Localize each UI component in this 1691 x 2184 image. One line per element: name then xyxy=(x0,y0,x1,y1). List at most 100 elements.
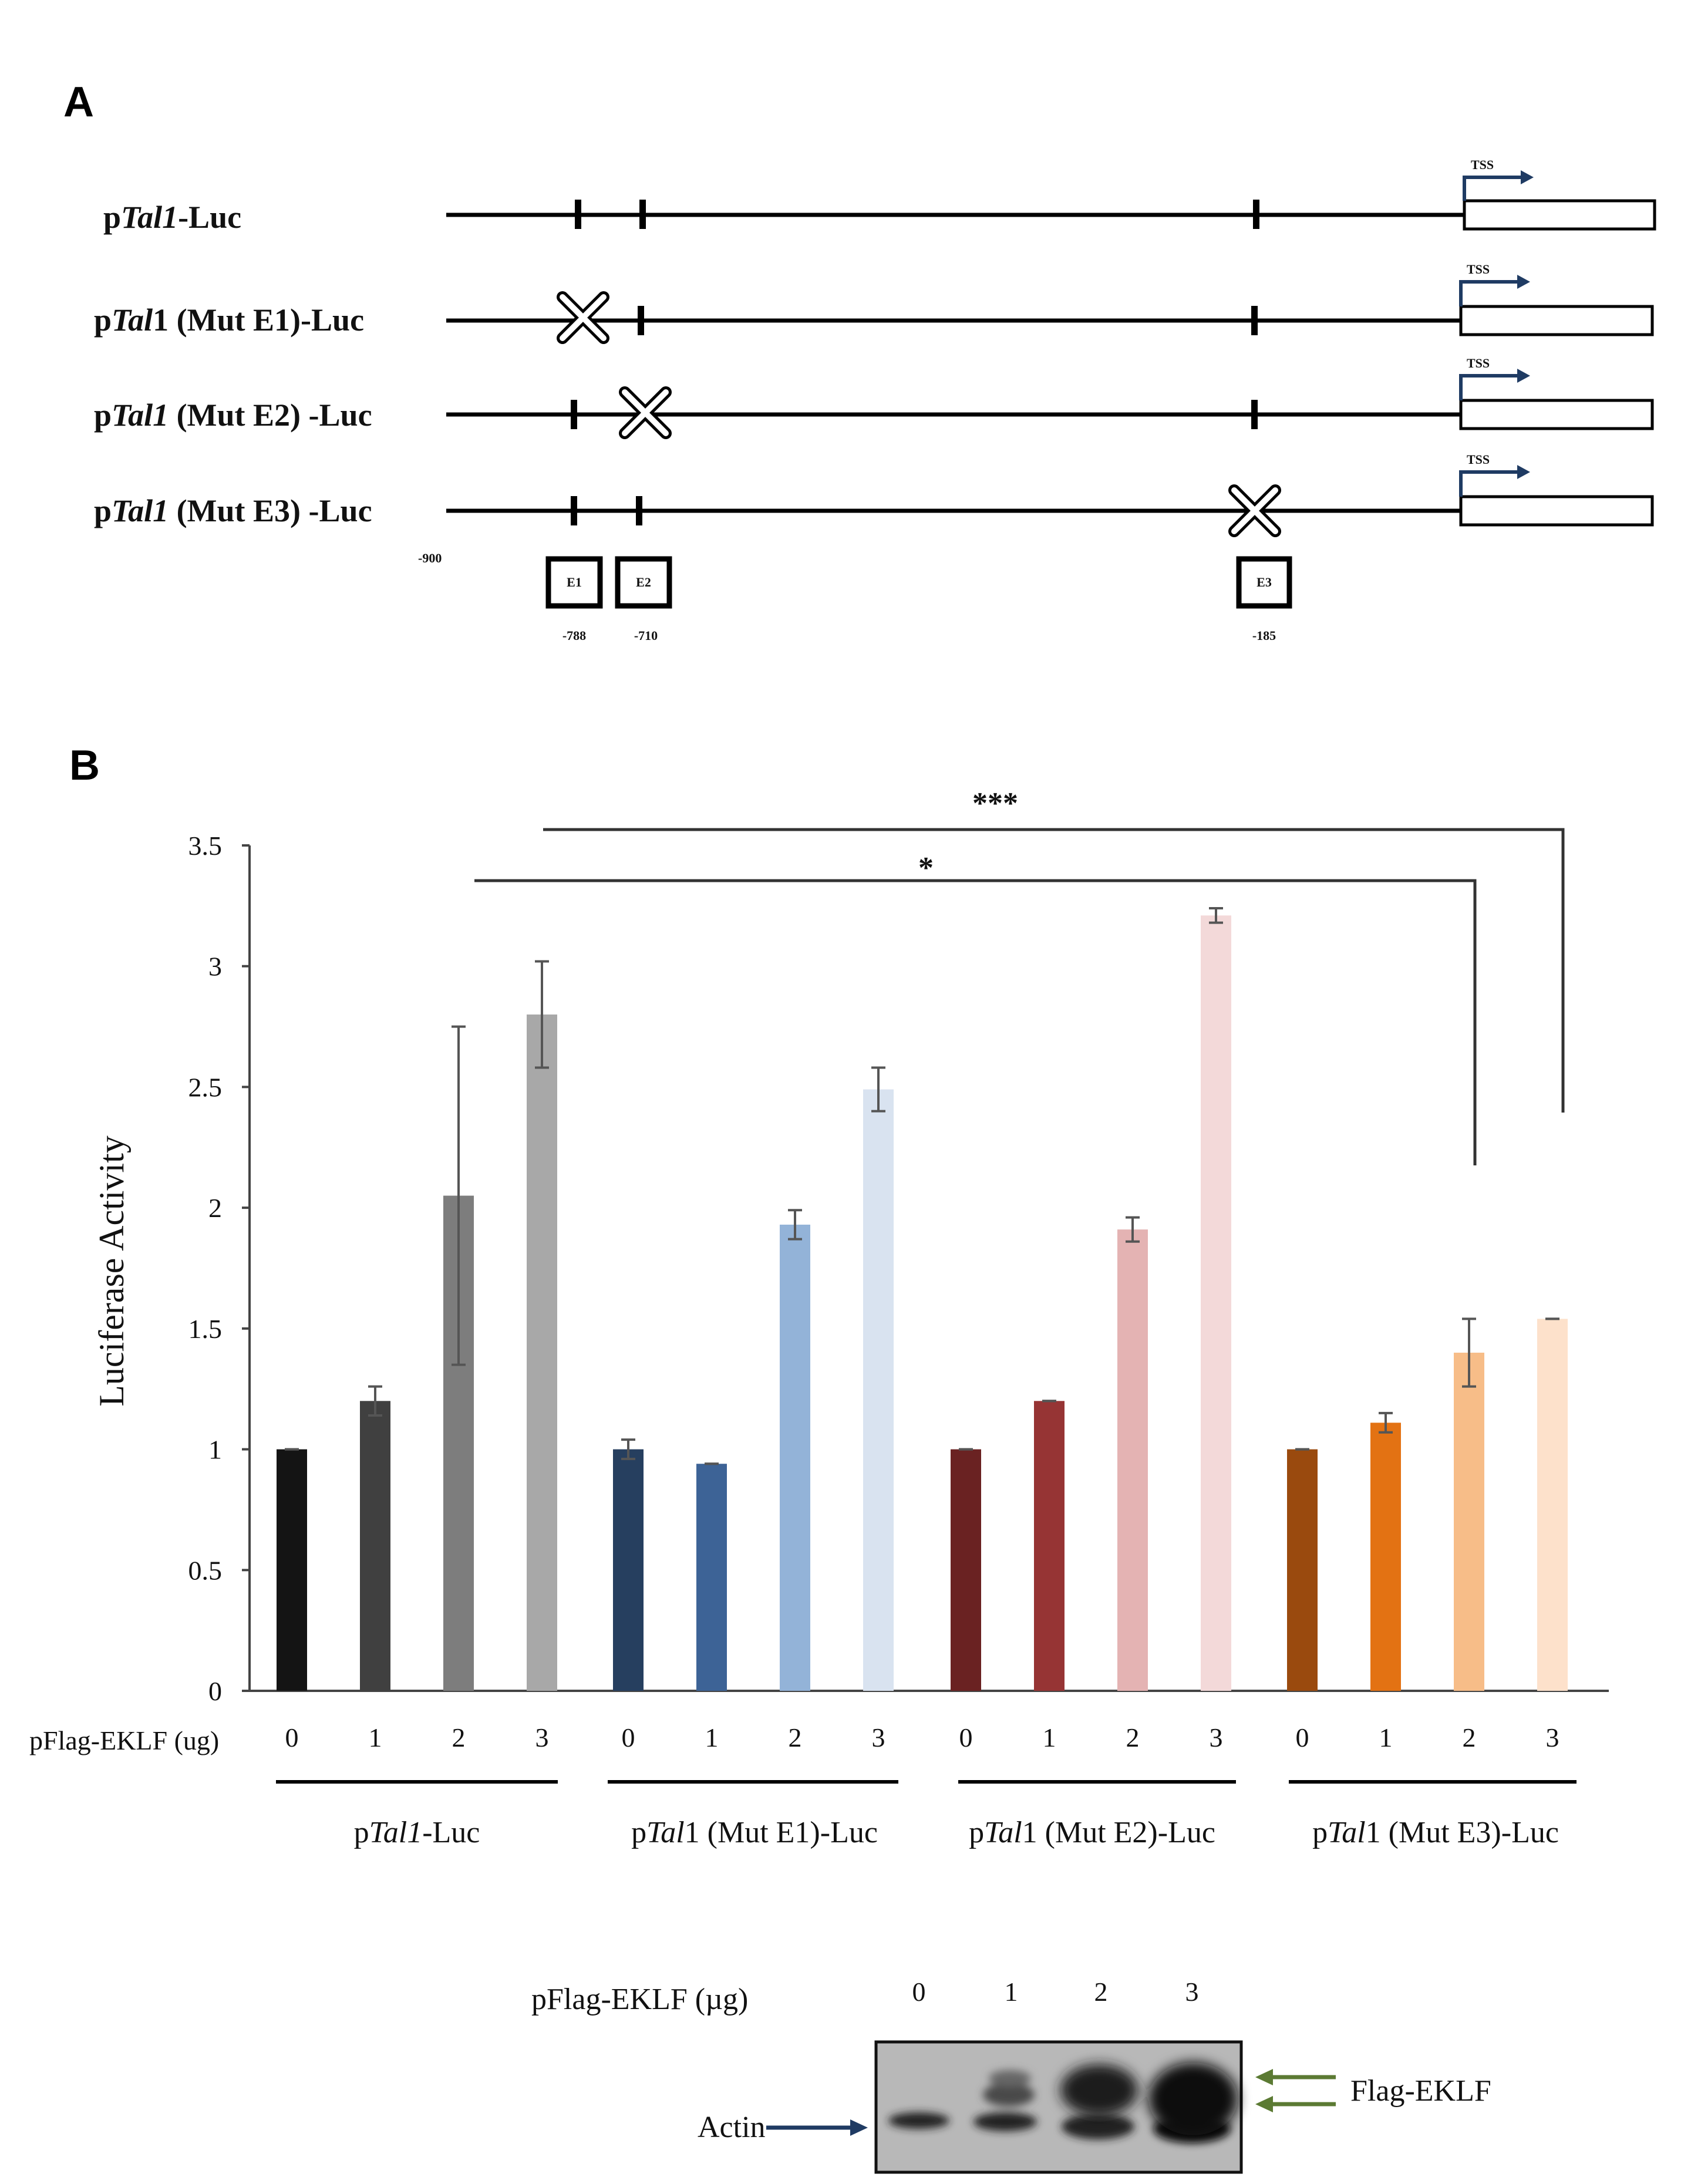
panel-a-letter: A xyxy=(63,79,94,126)
bar xyxy=(1034,1401,1065,1691)
dose-tick-label: 3 xyxy=(1210,1723,1223,1752)
group-label-mut-e1: pTal1 (Mut E1)-Luc xyxy=(631,1816,878,1849)
dose-tick-label: 3 xyxy=(535,1723,549,1752)
dose-tick-label: 1 xyxy=(369,1723,382,1752)
dose-tick-label: 3 xyxy=(1546,1723,1559,1752)
dose-tick-label: 0 xyxy=(285,1723,299,1752)
construct-row-2: pTal1 (Mut E1)-Luc TSS xyxy=(94,262,1654,344)
construct-label-mut-e3: pTal1 (Mut E3) -Luc xyxy=(94,493,372,528)
construct-label-mut-e2: pTal1 (Mut E2) -Luc xyxy=(94,397,372,433)
element-mark-e1 xyxy=(575,200,581,229)
y-tick-label: 3 xyxy=(208,952,222,982)
tss-arrow xyxy=(1463,176,1521,201)
blot-flag-eklf-label: Flag-EKLF xyxy=(1350,2074,1491,2108)
element-box-e2: E2 xyxy=(615,556,672,609)
blot-actin-label: Actin xyxy=(698,2111,766,2144)
tss-label: TSS xyxy=(1467,452,1490,467)
dose-tick-label: 2 xyxy=(1126,1723,1140,1752)
bar xyxy=(1370,1423,1401,1691)
element-mark-e1 xyxy=(571,496,577,525)
blot-lane-label-0: 0 xyxy=(912,1977,926,2007)
tss-label: TSS xyxy=(1467,356,1490,370)
bar xyxy=(696,1464,727,1691)
bar xyxy=(780,1224,810,1691)
dose-labels: 0 1 2 3 0 1 2 3 0 1 2 3 0 1 2 3 xyxy=(285,1723,1559,1752)
bar xyxy=(1117,1229,1148,1691)
tss-arrowhead xyxy=(1521,170,1534,184)
y-tick-label: 1.5 xyxy=(188,1314,223,1344)
flag-eklf-arrow-lower xyxy=(1255,2096,1336,2112)
mutation-cross-e1 xyxy=(557,291,609,344)
dose-tick-label: 2 xyxy=(789,1723,802,1752)
construct-row-3: pTal1 (Mut E2) -Luc TSS xyxy=(94,356,1654,439)
bar xyxy=(951,1449,981,1691)
group-label-mut-e3: pTal1 (Mut E3)-Luc xyxy=(1312,1816,1559,1849)
bar xyxy=(613,1449,644,1691)
bar xyxy=(277,1449,307,1691)
luciferase-box xyxy=(1459,399,1654,430)
element-box-e1-label: E1 xyxy=(567,575,582,589)
bar xyxy=(863,1089,894,1691)
mutation-cross-e2 xyxy=(619,386,672,439)
dose-tick-label: 1 xyxy=(1043,1723,1056,1752)
element-box-e3-label: E3 xyxy=(1257,575,1272,589)
luciferase-box xyxy=(1459,495,1654,527)
element-mark-e3 xyxy=(1253,200,1259,229)
tss-arrow xyxy=(1459,374,1517,400)
bar xyxy=(527,1015,557,1691)
bar xyxy=(1537,1319,1568,1691)
dose-tick-label: 0 xyxy=(959,1723,973,1752)
tss-label: TSS xyxy=(1471,157,1494,172)
element-box-e2-label: E2 xyxy=(636,575,651,589)
element-box-e3: E3 xyxy=(1236,556,1292,609)
start-position-label: -900 xyxy=(418,551,442,565)
tss-arrow xyxy=(1459,470,1517,497)
bar xyxy=(1287,1449,1318,1691)
dose-tick-label: 0 xyxy=(1296,1723,1309,1752)
y-axis-ticks: 0 0.5 1 1.5 2 2.5 3 3.5 xyxy=(188,831,250,1706)
y-axis-title: Luciferase Activity xyxy=(92,1135,131,1406)
bar xyxy=(1454,1353,1484,1691)
construct-label-mut-e1: pTal1 (Mut E1)-Luc xyxy=(94,302,364,338)
construct-label-wt: pTal1-Luc xyxy=(103,200,241,235)
tss-arrowhead xyxy=(1517,465,1530,479)
significance-label-2: *** xyxy=(972,787,1018,820)
y-tick-label: 0.5 xyxy=(188,1555,223,1585)
y-tick-label: 1 xyxy=(208,1435,222,1465)
luciferase-box xyxy=(1459,305,1654,336)
blot-lane-label-2: 2 xyxy=(1094,1977,1108,2007)
group-label-mut-e2: pTal1 (Mut E2)-Luc xyxy=(969,1816,1215,1849)
panel-b-letter: B xyxy=(69,742,100,789)
y-tick-label: 3.5 xyxy=(188,831,223,861)
element-position-e3: -185 xyxy=(1252,628,1276,643)
dose-tick-label: 3 xyxy=(872,1723,885,1752)
significance-bracket-2: *** xyxy=(543,787,1565,1113)
blot-dose-label: pFlag-EKLF (µg) xyxy=(531,1983,748,2016)
tss-label: TSS xyxy=(1467,262,1490,277)
dose-tick-label: 2 xyxy=(452,1723,466,1752)
luciferase-box xyxy=(1463,199,1656,231)
element-mark-e3 xyxy=(1251,306,1258,335)
y-tick-label: 2 xyxy=(208,1193,222,1223)
element-mark-e1 xyxy=(571,400,577,429)
mutation-cross-e3 xyxy=(1228,484,1281,537)
flag-eklf-arrow-upper xyxy=(1255,2069,1336,2085)
dose-axis-label: pFlag-EKLF (ug) xyxy=(29,1725,219,1755)
element-mark-e3 xyxy=(1251,400,1258,429)
element-position-e1: -788 xyxy=(562,628,586,643)
tss-arrow xyxy=(1459,280,1517,306)
significance-label-1: * xyxy=(918,851,934,885)
element-mark-e2 xyxy=(638,306,644,335)
dose-tick-label: 2 xyxy=(1463,1723,1476,1752)
dose-tick-label: 0 xyxy=(622,1723,635,1752)
element-mark-e2 xyxy=(639,200,646,229)
tss-arrowhead xyxy=(1517,369,1530,383)
bar-series xyxy=(277,906,1568,1691)
construct-row-1: pTal1-Luc TSS xyxy=(103,157,1656,235)
actin-arrow xyxy=(766,2119,868,2136)
significance-bracket-1: * xyxy=(474,851,1477,1165)
dose-tick-label: 1 xyxy=(1379,1723,1393,1752)
blot-lane-label-3: 3 xyxy=(1185,1977,1199,2007)
group-label-wt: pTal1-Luc xyxy=(354,1816,480,1849)
